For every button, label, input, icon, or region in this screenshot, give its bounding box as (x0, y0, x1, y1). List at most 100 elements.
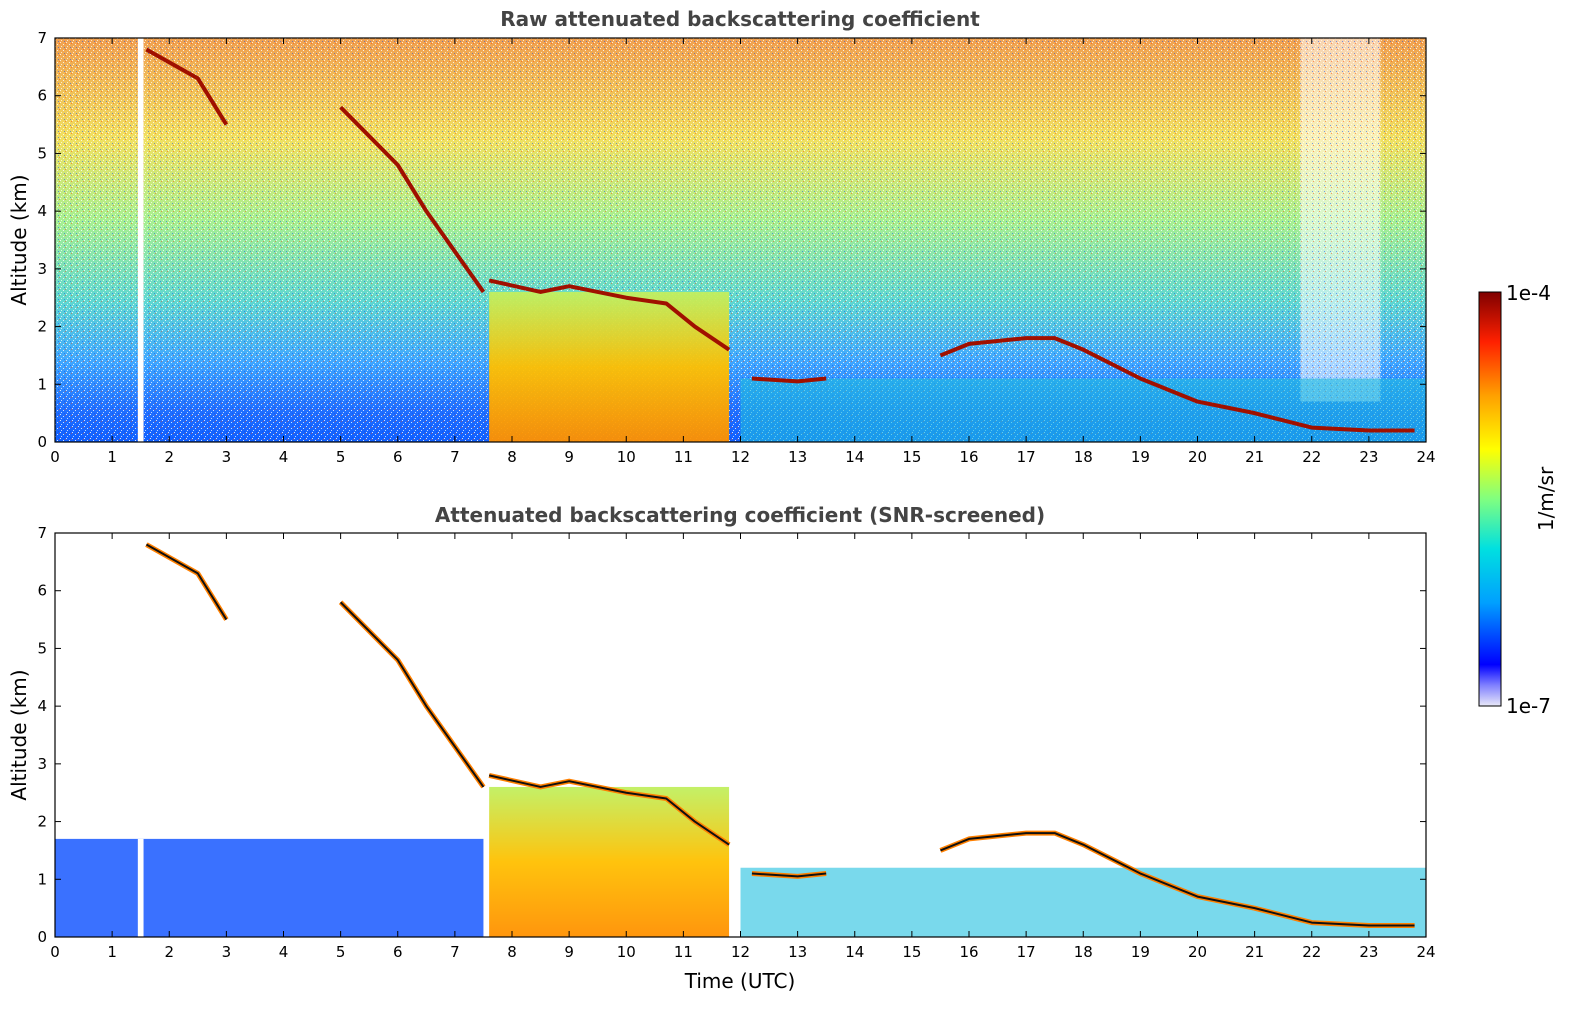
x-tick-label: 1 (107, 448, 117, 466)
x-tick-label: 23 (1359, 943, 1378, 961)
y-tick-label: 5 (37, 144, 47, 162)
y-tick-label: 7 (37, 29, 47, 47)
x-tick-label: 9 (564, 943, 574, 961)
data-gap (137, 838, 144, 937)
x-tick-label: 16 (959, 943, 978, 961)
x-tick-label: 19 (1131, 448, 1150, 466)
cloud-layer (488, 278, 731, 352)
x-tick-label: 10 (617, 943, 636, 961)
x-tick-label: 16 (959, 448, 978, 466)
x-tick-label: 0 (50, 448, 60, 466)
x-tick-label: 17 (1017, 448, 1036, 466)
y-tick-label: 3 (37, 260, 47, 278)
x-tick-label: 10 (617, 448, 636, 466)
colorbar-min-label: 1e-7 (1506, 694, 1551, 718)
lower-layer (740, 378, 1426, 442)
y-tick-label: 2 (37, 318, 47, 336)
y-tick-label: 7 (37, 524, 47, 542)
x-axis-label: Time (UTC) (684, 969, 796, 993)
y-tick-label: 2 (37, 813, 47, 831)
x-tick-label: 9 (564, 448, 574, 466)
x-tick-label: 19 (1131, 943, 1150, 961)
x-tick-label: 15 (902, 448, 921, 466)
aerosol-layer (489, 786, 730, 937)
cloud-layer-core (488, 774, 730, 846)
y-tick-label: 6 (37, 582, 47, 600)
x-tick-label: 4 (279, 943, 289, 961)
noise-texture (55, 38, 1426, 442)
x-tick-label: 24 (1416, 448, 1435, 466)
data-gap (137, 38, 144, 442)
heatmap-raw (55, 38, 1426, 442)
x-tick-label: 18 (1074, 943, 1093, 961)
x-tick-label: 18 (1074, 448, 1093, 466)
panel-screened: Attenuated backscattering coefficient (S… (7, 503, 1436, 993)
y-tick-label: 4 (37, 697, 47, 715)
x-tick-label: 5 (336, 448, 346, 466)
y-tick-label: 1 (37, 375, 47, 393)
y-tick-label: 0 (37, 928, 47, 946)
x-tick-label: 23 (1359, 448, 1378, 466)
x-tick-label: 20 (1188, 943, 1207, 961)
cloud-layer (339, 105, 486, 294)
x-tick-label: 0 (50, 943, 60, 961)
y-tick-label: 3 (37, 755, 47, 773)
x-tick-label: 11 (674, 448, 693, 466)
x-tick-label: 7 (450, 448, 460, 466)
x-tick-label: 3 (222, 943, 232, 961)
y-axis-raw: 0 1 2 3 4 5 6 7 (37, 29, 1426, 451)
aerosol-layer (489, 291, 730, 442)
colorbar-unit-label: 1/m/sr (1534, 466, 1558, 531)
x-tick-label: 22 (1302, 943, 1321, 961)
x-tick-label: 11 (674, 943, 693, 961)
y-axis-label-raw: Altitude (km) (7, 174, 31, 305)
x-tick-label: 24 (1416, 943, 1435, 961)
chart-title-screened: Attenuated backscattering coefficient (S… (435, 503, 1045, 527)
x-tick-label: 17 (1017, 943, 1036, 961)
y-tick-label: 5 (37, 639, 47, 657)
cloud-layer-core (940, 832, 1415, 927)
cloud-layer-core (145, 543, 228, 621)
x-tick-label: 2 (164, 943, 174, 961)
colorbar: 1e-4 1e-7 1/m/sr (1478, 281, 1558, 718)
x-tick-label: 8 (507, 943, 517, 961)
x-tick-label: 15 (902, 943, 921, 961)
x-axis-raw: 0 1 2 3 4 5 6 7 8 9 10 11 12 13 14 15 16 17 18 19 20 21 22 23 24 (50, 38, 1436, 466)
x-tick-label: 22 (1302, 448, 1321, 466)
x-tick-label: 2 (164, 448, 174, 466)
x-tick-label: 4 (279, 448, 289, 466)
x-tick-label: 6 (393, 448, 403, 466)
x-tick-label: 21 (1245, 943, 1264, 961)
y-axis-label-screened: Altitude (km) (7, 669, 31, 800)
x-axis-screened: 0 1 2 3 4 5 6 7 8 9 10 11 12 13 14 15 16 17 18 19 20 21 22 23 24 (50, 533, 1436, 961)
y-tick-label: 4 (37, 202, 47, 220)
y-tick-label: 6 (37, 87, 47, 105)
x-tick-label: 13 (788, 448, 807, 466)
x-tick-label: 21 (1245, 448, 1264, 466)
cloud-layer (751, 376, 827, 384)
cloud-layer (939, 336, 1415, 433)
lower-layer (740, 867, 1426, 937)
x-tick-label: 14 (845, 943, 864, 961)
y-axis-screened: 0 1 2 3 4 5 6 7 (37, 524, 1426, 946)
cloud-layer-core (339, 601, 485, 788)
y-tick-label: 1 (37, 870, 47, 888)
colorbar-max-label: 1e-4 (1506, 281, 1551, 305)
x-tick-label: 12 (731, 448, 750, 466)
boundary-layer (55, 838, 484, 937)
panel-raw: Raw attenuated backscattering coefficien… (7, 7, 1436, 466)
colorbar-gradient (1478, 291, 1502, 707)
x-tick-label: 1 (107, 943, 117, 961)
cloud-layer (145, 47, 229, 126)
chart-title-raw: Raw attenuated backscattering coefficien… (500, 7, 980, 31)
x-tick-label: 3 (222, 448, 232, 466)
x-tick-label: 8 (507, 448, 517, 466)
x-tick-label: 13 (788, 943, 807, 961)
x-tick-label: 20 (1188, 448, 1207, 466)
cloud-layer-core (751, 872, 827, 878)
x-tick-label: 6 (393, 943, 403, 961)
x-tick-label: 7 (450, 943, 460, 961)
x-tick-label: 12 (731, 943, 750, 961)
heatmap-screened (55, 533, 1426, 937)
